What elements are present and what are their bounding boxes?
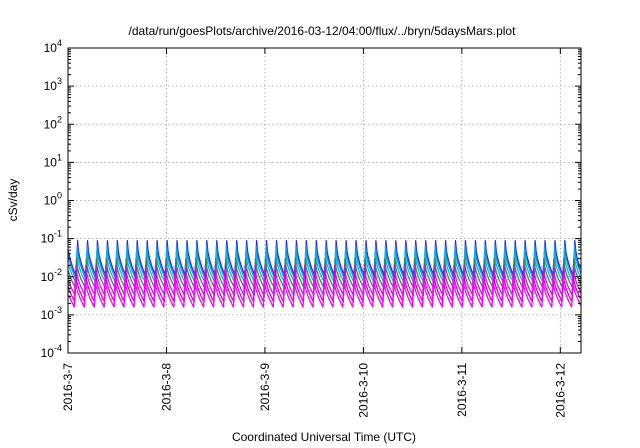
y-axis-label: cSv/day xyxy=(6,179,20,222)
axis-ticks xyxy=(67,47,581,354)
y-tick-label: 101 xyxy=(44,152,62,169)
y-tick-label: 103 xyxy=(44,76,62,93)
y-tick-label: 10-3 xyxy=(41,305,62,322)
x-tick-label: 2016-3-10 xyxy=(356,363,370,418)
y-tick-label: 102 xyxy=(44,114,62,131)
y-tick-labels: 10-4 10-3 10-2 10-1 100 101 102 103 104 xyxy=(41,38,62,360)
plot-series xyxy=(68,241,582,308)
y-tick-label: 10-2 xyxy=(41,267,62,284)
x-tick-label: 2016-3-8 xyxy=(159,363,173,411)
y-tick-label: 10-4 xyxy=(41,343,62,360)
series-line xyxy=(68,276,582,308)
x-tick-label: 2016-3-7 xyxy=(61,363,75,411)
y-tick-label: 10-1 xyxy=(41,229,62,246)
x-tick-label: 2016-3-11 xyxy=(455,363,469,417)
y-tick-label: 104 xyxy=(44,38,62,55)
x-axis-label: Coordinated Universal Time (UTC) xyxy=(232,430,416,444)
x-tick-label: 2016-3-9 xyxy=(258,363,272,411)
x-tick-label: 2016-3-12 xyxy=(553,363,567,418)
y-tick-label: 100 xyxy=(44,191,62,208)
grid-lines xyxy=(68,48,581,353)
x-tick-labels: 2016-3-7 2016-3-8 2016-3-9 2016-3-10 2016-3-… xyxy=(61,363,567,418)
chart-title: /data/run/goesPlots/archive/2016-03-12/0… xyxy=(129,24,517,38)
